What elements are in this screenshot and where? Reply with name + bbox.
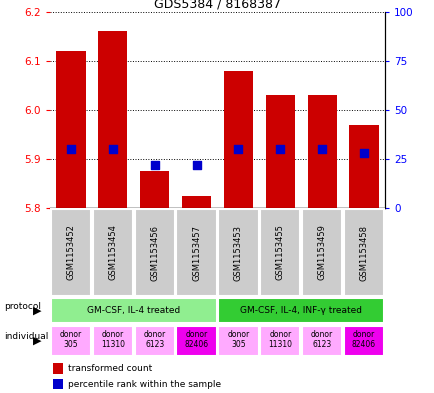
Bar (265, 95, 294, 208)
Bar (176, 325, 216, 356)
Point (151, 162, 158, 168)
Bar (176, 209, 216, 296)
Text: donor
305: donor 305 (227, 330, 249, 349)
Text: GM-CSF, IL-4 treated: GM-CSF, IL-4 treated (87, 306, 180, 315)
Bar (307, 95, 336, 208)
Bar (260, 325, 300, 356)
Text: ▶: ▶ (33, 305, 41, 316)
Text: GSM1153454: GSM1153454 (108, 224, 117, 281)
Bar (51, 325, 91, 356)
Bar (140, 171, 169, 208)
Text: percentile rank within the sample: percentile rank within the sample (68, 380, 221, 389)
Text: GSM1153459: GSM1153459 (317, 224, 326, 281)
Bar (56, 51, 85, 208)
Bar (98, 31, 127, 208)
Bar (349, 125, 378, 208)
Bar (218, 298, 383, 323)
Bar (51, 298, 216, 323)
Text: donor
11310: donor 11310 (268, 330, 292, 349)
Text: donor
82406: donor 82406 (184, 330, 208, 349)
Bar (301, 209, 342, 296)
Bar (134, 209, 174, 296)
Bar (223, 71, 253, 208)
Bar (181, 196, 211, 208)
Point (67, 146, 74, 152)
Bar (51, 209, 91, 296)
Text: GSM1153458: GSM1153458 (359, 224, 368, 281)
Text: donor
6123: donor 6123 (310, 330, 332, 349)
Point (109, 146, 116, 152)
Bar (92, 209, 133, 296)
Point (276, 146, 283, 152)
Text: GM-CSF, IL-4, INF-γ treated: GM-CSF, IL-4, INF-γ treated (240, 306, 362, 315)
Bar (92, 325, 133, 356)
Point (193, 162, 200, 168)
Text: GSM1153456: GSM1153456 (150, 224, 159, 281)
Bar (260, 209, 300, 296)
Text: donor
11310: donor 11310 (101, 330, 125, 349)
Point (234, 146, 241, 152)
Text: GSM1153455: GSM1153455 (275, 224, 284, 281)
Bar (53, 379, 63, 389)
Point (360, 150, 367, 156)
Point (318, 146, 325, 152)
Title: GDS5384 / 8168387: GDS5384 / 8168387 (154, 0, 280, 11)
Text: donor
82406: donor 82406 (351, 330, 375, 349)
Text: ▶: ▶ (33, 336, 41, 346)
Bar (53, 363, 63, 373)
Text: GSM1153453: GSM1153453 (233, 224, 242, 281)
Text: donor
6123: donor 6123 (143, 330, 165, 349)
Text: GSM1153452: GSM1153452 (66, 224, 75, 281)
Bar (134, 325, 174, 356)
Bar (343, 325, 383, 356)
Text: protocol: protocol (4, 302, 41, 311)
Text: GSM1153457: GSM1153457 (192, 224, 201, 281)
Bar (218, 325, 258, 356)
Text: transformed count: transformed count (68, 364, 152, 373)
Text: donor
305: donor 305 (60, 330, 82, 349)
Bar (301, 325, 342, 356)
Bar (218, 209, 258, 296)
Text: individual: individual (4, 332, 49, 342)
Bar (343, 209, 383, 296)
